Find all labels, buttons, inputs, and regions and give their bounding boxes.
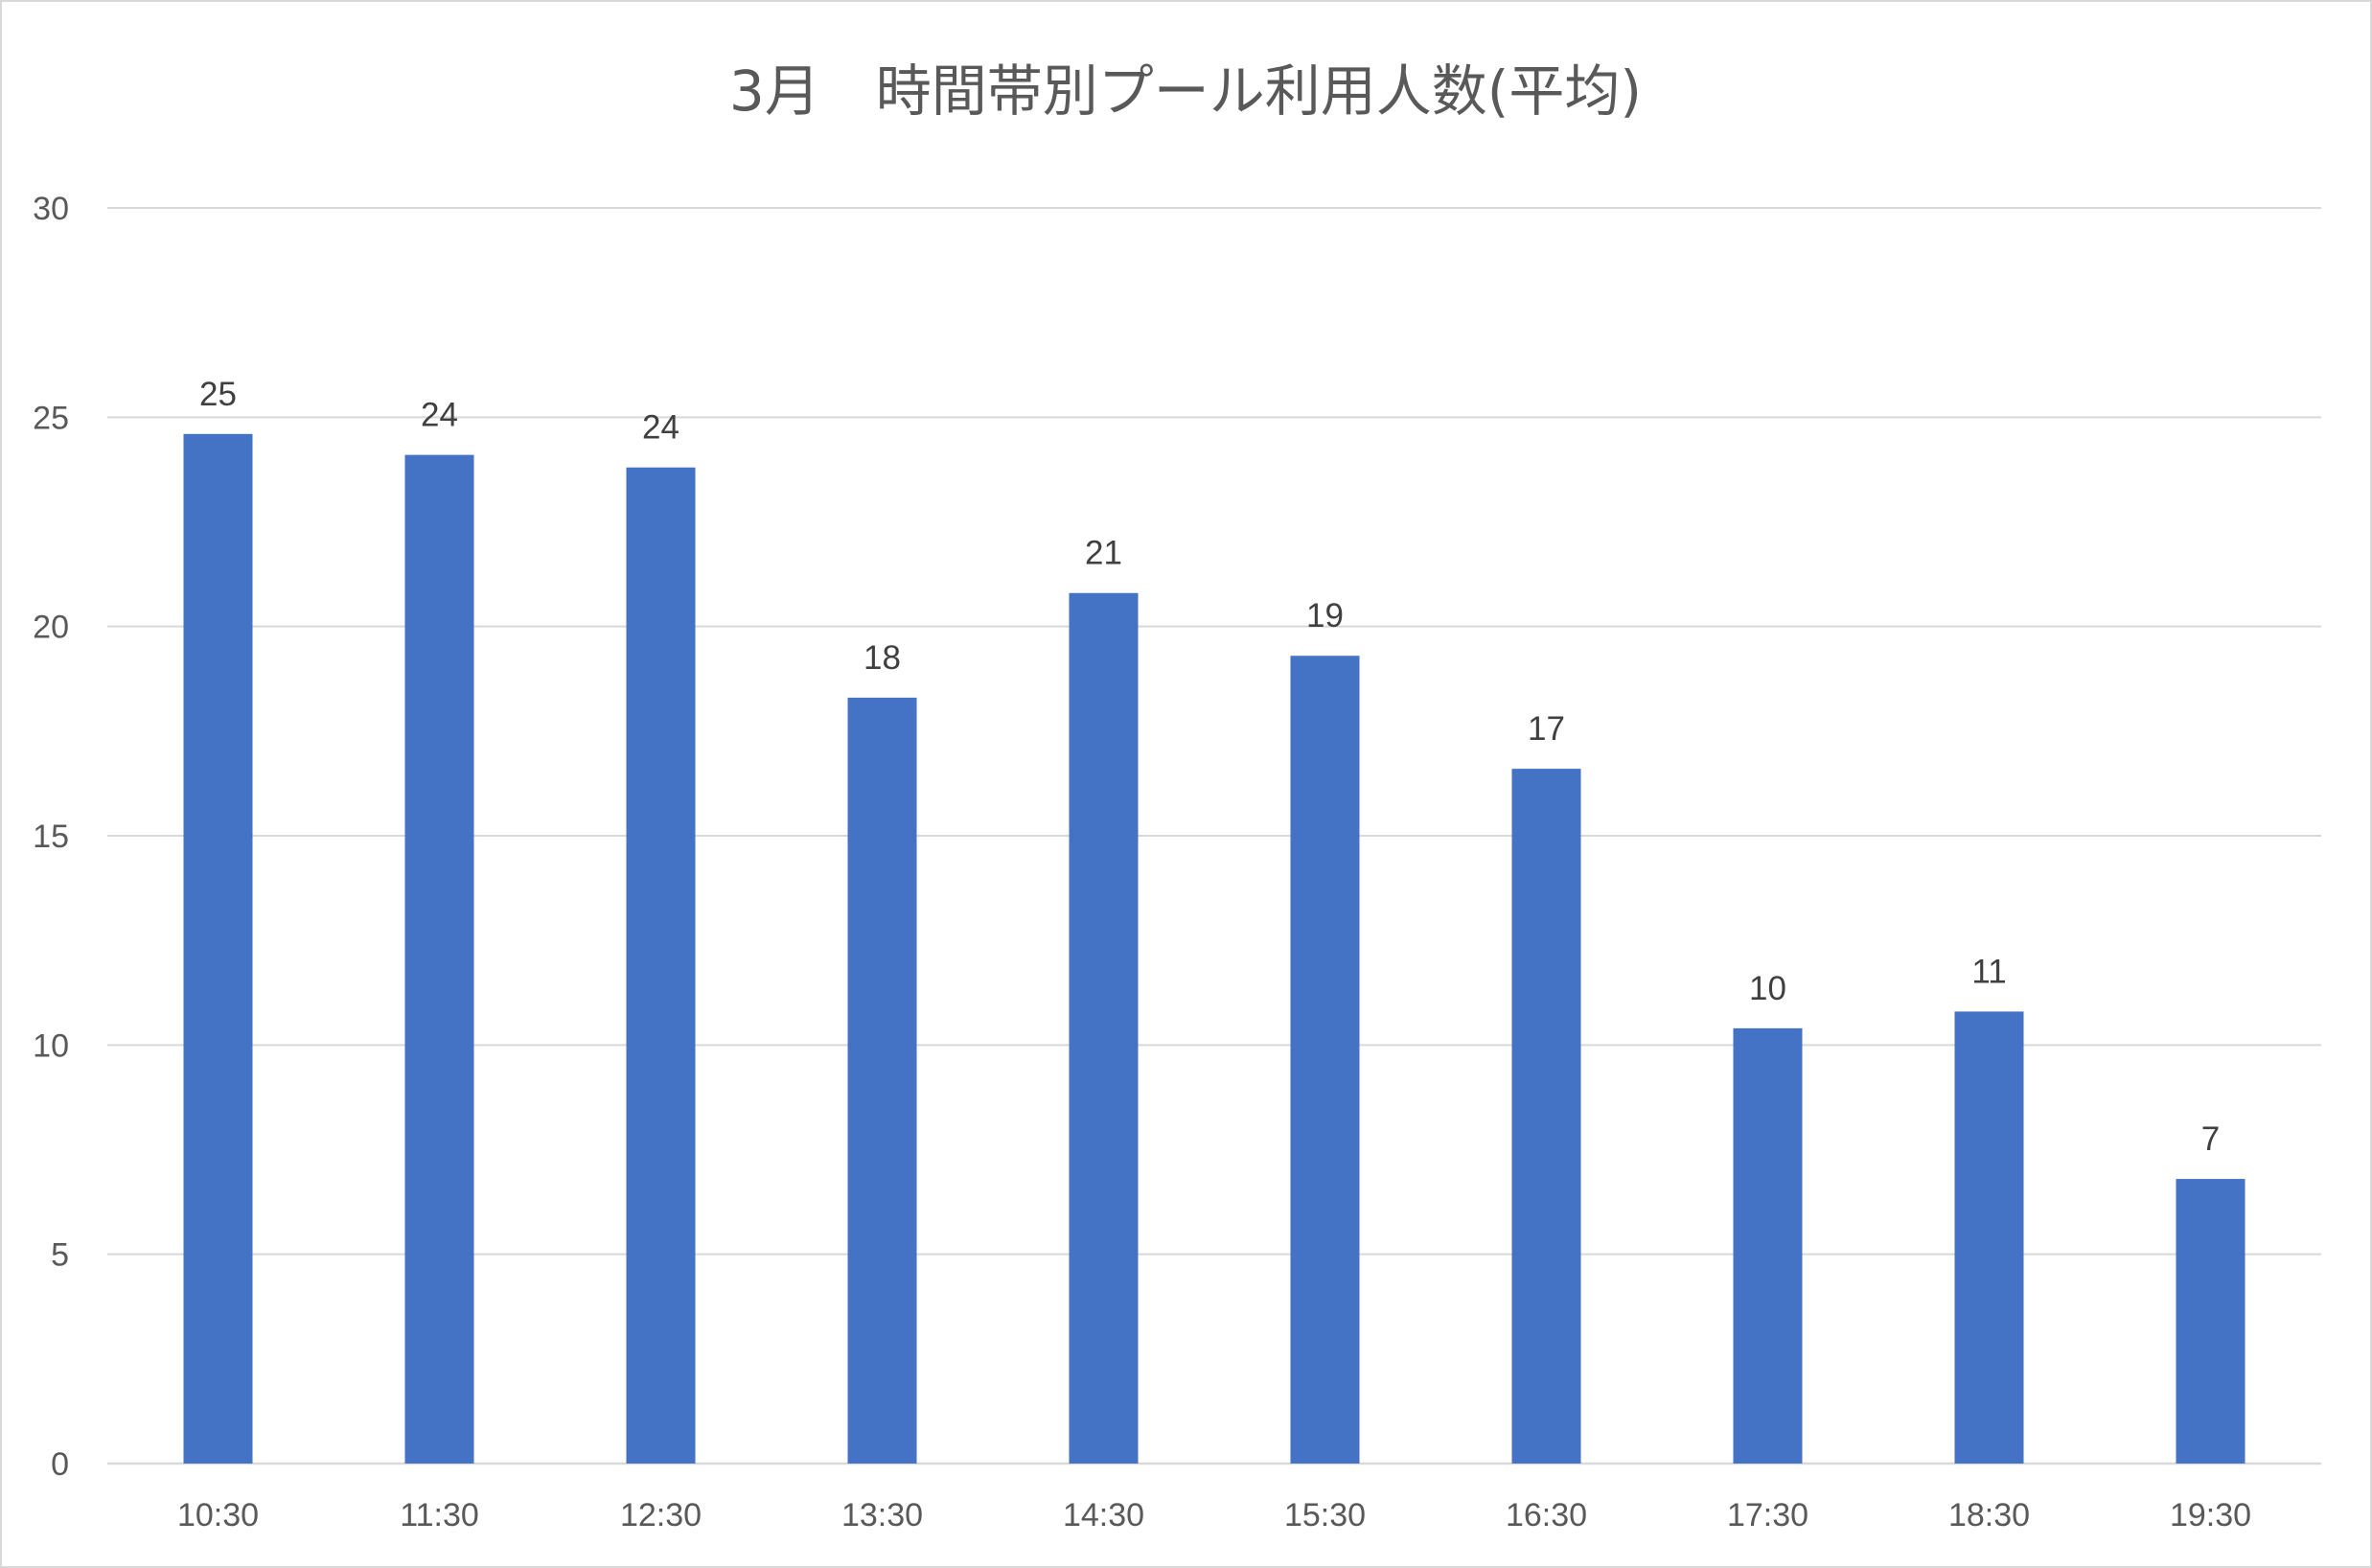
- data-label: 18: [864, 639, 901, 677]
- data-label: 21: [1085, 535, 1122, 572]
- data-label: 24: [642, 409, 679, 447]
- x-tick-label: 17:30: [1727, 1497, 1808, 1533]
- bar: [1290, 656, 1360, 1464]
- x-tick-label: 12:30: [620, 1497, 702, 1533]
- bar: [183, 433, 253, 1464]
- gridlines: [107, 207, 2321, 1465]
- data-label: 11: [1971, 953, 2006, 990]
- data-label: 10: [1749, 970, 1786, 1007]
- x-axis-ticks: 10:30 11:30 12:30 13:30 14:30 15:30 16:30 17:30…: [177, 1497, 2251, 1533]
- bar: [404, 454, 474, 1464]
- data-label: 17: [1528, 710, 1565, 748]
- y-tick-label: 30: [33, 191, 69, 227]
- chart-title: 3月 時間帯別プール利用人数(平均): [729, 58, 1642, 124]
- x-tick-label: 11:30: [400, 1497, 479, 1533]
- x-tick-label: 13:30: [841, 1497, 923, 1533]
- data-label: 7: [2201, 1120, 2220, 1158]
- data-label: 19: [1306, 597, 1344, 634]
- bar: [2176, 1179, 2245, 1464]
- y-tick-label: 25: [33, 400, 69, 436]
- x-tick-label: 19:30: [2170, 1497, 2251, 1533]
- data-labels: 25 24 24 18 21 19 17 10 11 7: [199, 376, 2220, 1158]
- y-tick-label: 10: [33, 1027, 69, 1064]
- y-tick-label: 0: [51, 1446, 69, 1483]
- y-tick-label: 20: [33, 610, 69, 646]
- data-label: 24: [421, 397, 458, 434]
- bar: [626, 467, 696, 1464]
- x-tick-label: 14:30: [1063, 1497, 1144, 1533]
- bar: [1069, 592, 1139, 1464]
- bar: [1954, 1011, 2024, 1464]
- bars: [183, 433, 2245, 1464]
- x-tick-label: 16:30: [1506, 1497, 1587, 1533]
- data-label: 25: [199, 376, 237, 413]
- x-tick-label: 15:30: [1284, 1497, 1366, 1533]
- x-tick-label: 18:30: [1948, 1497, 2030, 1533]
- bar: [847, 697, 917, 1464]
- y-tick-label: 15: [33, 819, 69, 855]
- bar: [1733, 1027, 1803, 1464]
- y-axis-ticks: 0 5 10 15 20 25 30: [33, 191, 69, 1483]
- y-tick-label: 5: [51, 1237, 69, 1274]
- x-tick-label: 10:30: [177, 1497, 259, 1533]
- bar: [1511, 769, 1581, 1464]
